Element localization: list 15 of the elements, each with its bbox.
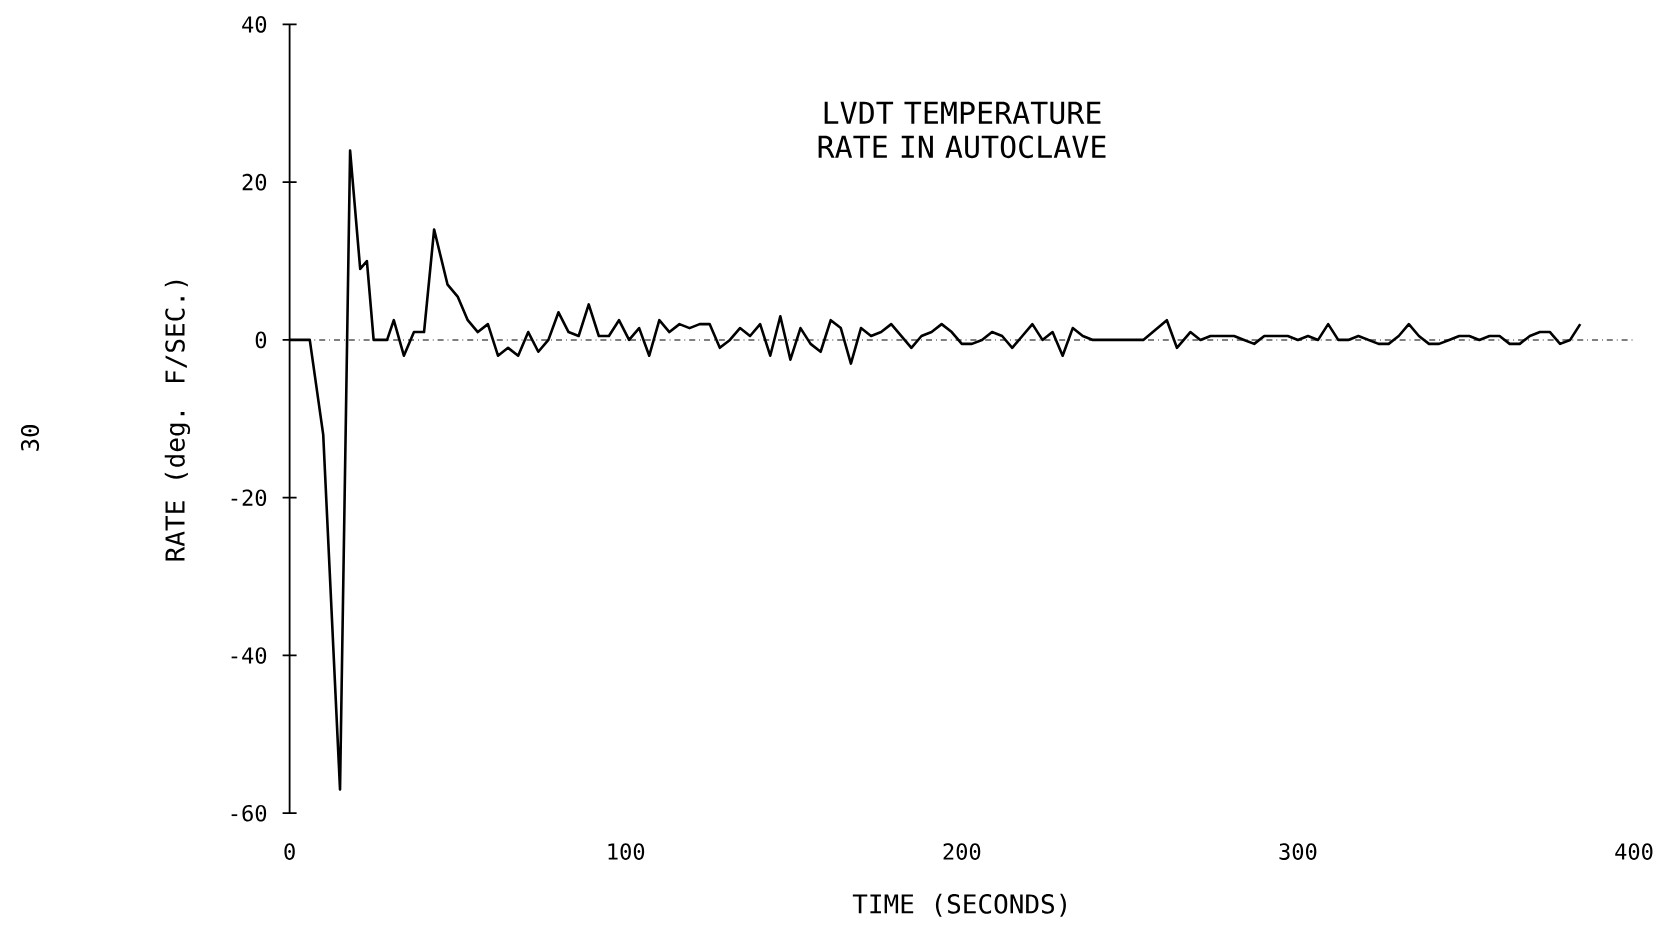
x-tick-label: 400 [1615, 843, 1653, 860]
x-tick-label: 100 [608, 843, 645, 860]
x-tick-label: 0 [284, 843, 295, 860]
y-tick-label: -40 [231, 647, 267, 664]
y-axis-title: RATE (deg. F/SEC.) [164, 280, 191, 561]
y-tick-label: 20 [242, 173, 267, 191]
y-tick-label: -20 [231, 489, 267, 506]
y-tick-label: 0 [255, 331, 267, 349]
x-tick-label: 300 [1279, 843, 1317, 860]
x-axis-title: TIME (SECONDS) [852, 893, 1066, 917]
y-tick-label: 40 [242, 16, 267, 33]
y-tick-label: -60 [231, 804, 267, 822]
text: 30 [20, 425, 40, 451]
x-tick-label: 200 [943, 843, 981, 860]
text: LVDT TEMPERATURE RATE IN AUTOCLAVE [818, 101, 1106, 159]
